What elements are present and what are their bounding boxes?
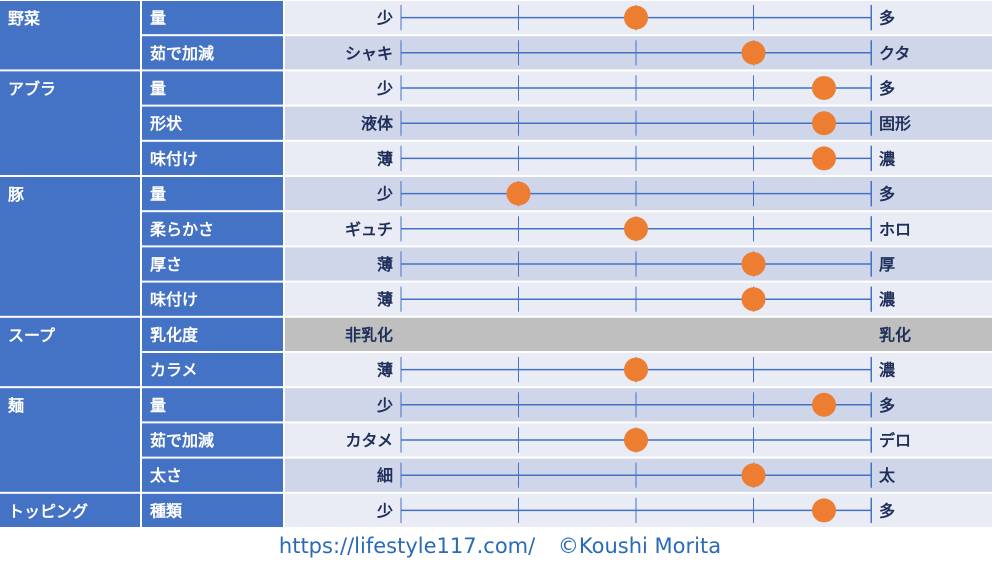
scale-right-label: 多 (879, 9, 895, 28)
category-cell (0, 177, 140, 316)
category-cell (0, 388, 140, 492)
item-label: 量 (150, 79, 166, 98)
value-dot (812, 498, 836, 523)
item-cell (142, 282, 283, 316)
value-dot (506, 181, 531, 206)
footer: https://lifestyle117.com/ ©Koushi Morita (0, 530, 1000, 563)
scale-left-label: 液体 (361, 114, 394, 133)
item-label: 種類 (150, 501, 183, 520)
scale-right-label: 多 (879, 185, 895, 204)
item-label: 量 (150, 9, 166, 28)
category-cell (0, 1, 140, 70)
scale-left-label: 少 (376, 396, 393, 415)
scale-right-label: デロ (879, 431, 911, 450)
item-cell (142, 458, 283, 492)
item-label: 量 (150, 185, 166, 204)
item-cell (142, 106, 283, 140)
scale-right-label: 多 (879, 79, 895, 98)
scale-right-label: クタ (879, 44, 910, 63)
scale-left-label: 少 (376, 9, 393, 28)
category-cell (0, 71, 140, 175)
value-dot (624, 216, 648, 241)
category-cell (0, 493, 140, 527)
item-label: 乳化度 (150, 325, 199, 344)
item-label: 味付け (150, 149, 198, 168)
item-label: カラメ (150, 361, 198, 380)
scale-right-label: 太 (878, 466, 896, 485)
scale-right-label: 濃 (879, 361, 896, 380)
item-cell (142, 493, 283, 527)
rating-chart: 野菜量少多茹で加減 シャキ クタアブラ量少多形状 液体 固形味付け薄濃豚量少多柔らかさギ… (0, 1, 992, 527)
value-dot (812, 392, 836, 417)
item-label: 茹で加減 (150, 44, 214, 63)
item-cell (142, 388, 283, 422)
item-label: 形状 (150, 114, 183, 133)
scale-left-label: 薄 (377, 290, 393, 309)
category-label: 麺 (7, 396, 24, 415)
category-label: アブラ (8, 79, 56, 98)
item-cell (142, 1, 283, 35)
scale-left-label: 薄 (377, 255, 393, 274)
item-cell (142, 317, 283, 351)
item-label: 太さ (149, 466, 182, 485)
value-dot (812, 76, 836, 100)
item-cell (142, 71, 283, 105)
scale-right-label: 濃 (879, 149, 896, 168)
scale-right-label: ホロ (879, 220, 911, 239)
value-dot (741, 287, 766, 312)
item-label: 味付け (150, 290, 198, 309)
item-cell (142, 212, 283, 246)
scale-left-label: カタメ (345, 431, 393, 450)
scale-left-label: 少 (376, 501, 393, 520)
scale-left-label: 少 (376, 185, 393, 204)
value-dot (741, 463, 766, 488)
footer-url[interactable]: https://lifestyle117.com/ (278, 534, 536, 558)
scale-left-label: シャキ (345, 44, 393, 63)
value-dot (624, 357, 648, 382)
item-cell (142, 177, 283, 211)
scale-left-label: ギュチ (345, 220, 393, 239)
category-label: トッピング (8, 502, 88, 521)
item-cell (142, 141, 283, 175)
scale-right-label: 多 (879, 396, 895, 415)
scale-right-label: 厚 (879, 255, 895, 274)
scale-right-label: 濃 (879, 290, 896, 309)
item-label: 茹で加減 (150, 431, 214, 450)
scale-left-label: 薄 (377, 361, 393, 380)
value-dot (624, 428, 648, 452)
category-label: スープ (8, 326, 56, 345)
category-cell (0, 317, 140, 387)
item-label: 厚さ (150, 255, 182, 274)
value-dot (741, 40, 766, 65)
item-cell (142, 36, 283, 70)
scale-left-label: 少 (376, 79, 393, 98)
scale-left-label: 非乳化 (345, 325, 393, 344)
value-dot (812, 111, 836, 136)
item-label: 柔らかさ (149, 220, 214, 239)
value-dot (624, 5, 648, 30)
category-label: 野菜 (8, 9, 40, 28)
category-label: 豚 (8, 185, 24, 204)
value-dot (741, 252, 766, 276)
scale-left-label: 薄 (377, 149, 393, 168)
item-label: 量 (150, 396, 166, 415)
item-cell (142, 353, 283, 387)
scale-left-label: 細 (377, 466, 393, 485)
scale-right-label: 多 (879, 501, 895, 520)
scale-row (285, 317, 992, 351)
scale-right-label: 固形 (879, 114, 911, 133)
value-dot (812, 146, 836, 171)
footer-copyright: ©Koushi Morita (557, 534, 722, 558)
item-cell (142, 423, 283, 457)
item-cell (142, 247, 283, 281)
scale-right-label: 乳化 (879, 325, 911, 344)
